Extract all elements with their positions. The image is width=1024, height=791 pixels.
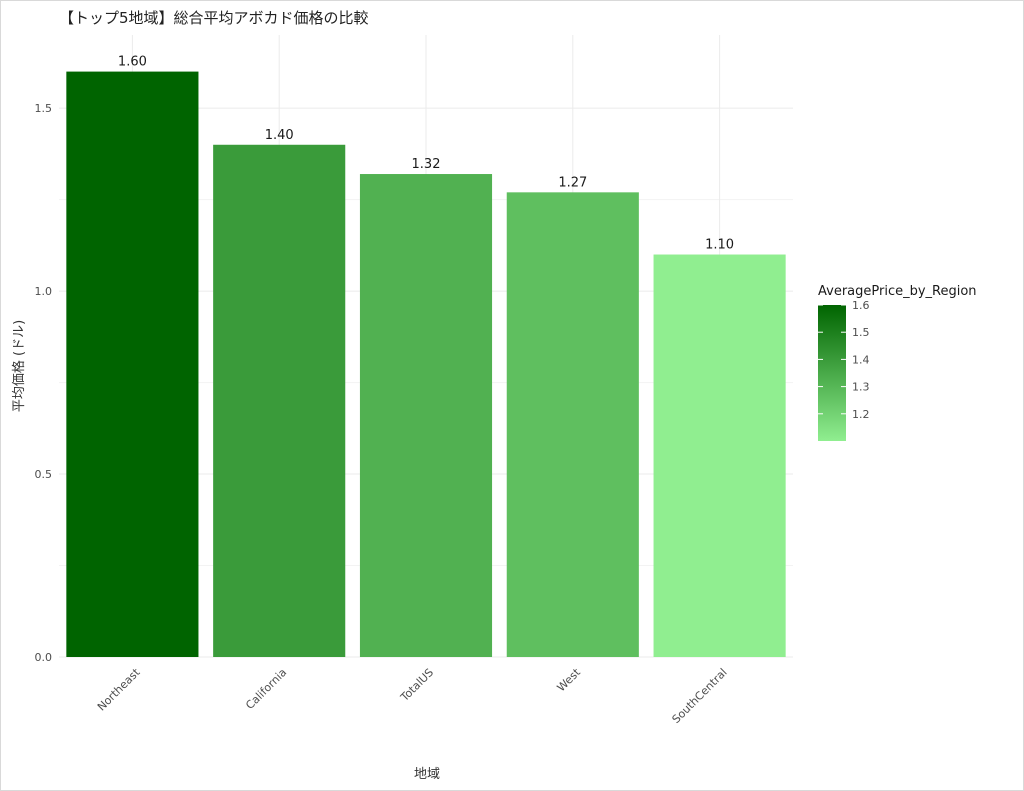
chart-title: 【トップ5地域】総合平均アボカド価格の比較 [59,9,369,27]
bar-value-label: 1.10 [705,238,734,253]
y-tick-label: 1.5 [35,102,53,115]
bar-southcentral [653,254,786,657]
x-tick-label: SouthCentral [670,666,730,726]
legend-tick-label: 1.5 [852,326,870,339]
y-tick-label: 0.0 [35,651,53,664]
legend-title: AveragePrice_by_Region [818,284,977,299]
legend-colorbar [818,305,846,441]
legend-tick-label: 1.6 [852,299,870,312]
x-tick-label: TotalUS [397,666,436,705]
bar-northeast [66,71,199,657]
y-axis-title: 平均価格 (ドル) [11,320,27,412]
bar-value-label: 1.32 [412,157,441,172]
legend-tick-label: 1.4 [852,353,870,366]
x-axis-ticks: Northeast California TotalUS West SouthCentr… [95,665,730,726]
bars [66,71,786,658]
color-legend: AveragePrice_by_Region 1.2 1.3 1.4 1.5 1.6 [818,284,977,441]
x-tick-label: West [555,665,584,694]
bar-value-labels: 1.60 1.40 1.32 1.27 1.10 [118,55,734,253]
y-tick-label: 0.5 [35,468,53,481]
x-tick-label: Northeast [95,665,143,713]
legend-ticks: 1.2 1.3 1.4 1.5 1.6 [818,299,870,421]
bar-value-label: 1.60 [118,55,147,70]
x-axis-title: 地域 [414,767,440,782]
bar-california [213,144,346,657]
bar-totalus [359,174,493,658]
bar-value-label: 1.27 [558,175,587,190]
bar-west [506,192,639,657]
legend-tick-label: 1.3 [852,381,870,394]
x-tick-label: California [243,666,289,712]
y-axis-ticks: 0.0 0.5 1.0 1.5 [35,102,53,664]
bar-value-label: 1.40 [265,128,294,143]
y-tick-label: 1.0 [35,285,53,298]
legend-tick-label: 1.2 [852,408,870,421]
